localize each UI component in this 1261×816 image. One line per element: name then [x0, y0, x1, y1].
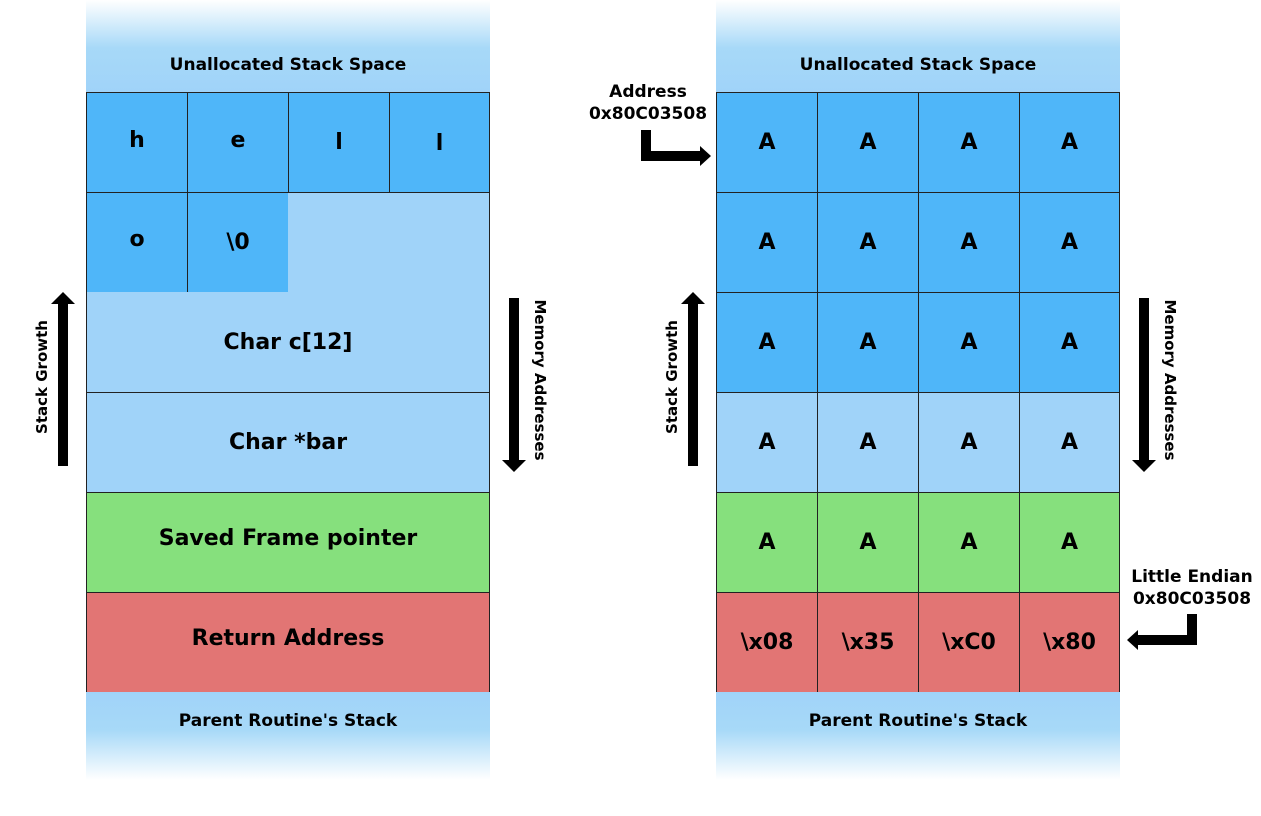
left-stack-diagram: Unallocated Stack Space h e l l o \0 Cha…: [86, 0, 490, 780]
address-annotation: Address 0x80C03508: [586, 81, 710, 125]
return-address: Return Address: [86, 592, 490, 693]
overflow-byte-cell: A: [817, 292, 919, 393]
address-value: 0x80C03508: [588, 104, 708, 124]
overflow-byte-cell: A: [918, 492, 1020, 593]
memory-addresses-label: Memory Addresses: [1161, 299, 1179, 461]
address-label: Address: [609, 82, 687, 102]
return-address-byte-cell: \x35: [817, 592, 919, 693]
return-address-byte-cell: \xC0: [918, 592, 1020, 693]
endian-pointer-arrow-icon: [1127, 614, 1197, 650]
parent-routine-stack: Parent Routine's Stack: [86, 692, 490, 780]
overflow-byte-cell: A: [716, 192, 818, 293]
endian-label: Little Endian: [1131, 567, 1253, 587]
return-address-byte-cell: \x08: [716, 592, 818, 693]
saved-frame-pointer: Saved Frame pointer: [86, 492, 490, 593]
overflow-byte-cell: A: [918, 192, 1020, 293]
buffer-unused-space: [288, 192, 490, 293]
overflow-byte-cell: A: [716, 492, 818, 593]
overflow-byte-cell: A: [1019, 92, 1120, 193]
buffer-byte-cell: l: [288, 92, 390, 193]
memory-addresses-arrow-icon: [1132, 298, 1156, 472]
unallocated-stack-space: Unallocated Stack Space: [86, 0, 490, 92]
memory-addresses-arrow-icon: [502, 298, 526, 472]
unallocated-stack-space: Unallocated Stack Space: [716, 0, 1120, 92]
stack-growth-label: Stack Growth: [663, 320, 681, 434]
overflow-byte-cell: A: [918, 92, 1020, 193]
char-c-buffer: Char c[12]: [86, 292, 490, 393]
buffer-byte-cell: o: [86, 192, 188, 293]
address-pointer-arrow-icon: [641, 130, 711, 166]
buffer-byte-cell: e: [187, 92, 289, 193]
overflow-byte-cell: A: [817, 492, 919, 593]
buffer-byte-cell: h: [86, 92, 188, 193]
endian-value: 0x80C03508: [1132, 589, 1252, 609]
overflow-byte-cell: A: [817, 392, 919, 493]
overflow-byte-cell: A: [817, 92, 919, 193]
overflow-byte-cell: A: [918, 392, 1020, 493]
overflow-byte-cell: A: [918, 292, 1020, 393]
stack-growth-label: Stack Growth: [33, 320, 51, 434]
buffer-byte-cell: \0: [187, 192, 289, 293]
overflow-byte-cell: A: [1019, 492, 1120, 593]
stack-growth-arrow-icon: [51, 292, 75, 466]
overflow-byte-cell: A: [817, 192, 919, 293]
stack-growth-arrow-icon: [681, 292, 705, 466]
overflow-byte-cell: A: [1019, 292, 1120, 393]
buffer-byte-cell: l: [389, 92, 490, 193]
memory-addresses-label: Memory Addresses: [531, 299, 549, 461]
overflow-byte-cell: A: [716, 92, 818, 193]
overflow-byte-cell: A: [1019, 392, 1120, 493]
return-address-byte-cell: \x80: [1019, 592, 1120, 693]
little-endian-annotation: Little Endian 0x80C03508: [1128, 566, 1256, 610]
overflow-byte-cell: A: [716, 392, 818, 493]
char-bar-pointer: Char *bar: [86, 392, 490, 493]
overflow-byte-cell: A: [716, 292, 818, 393]
overflow-byte-cell: A: [1019, 192, 1120, 293]
parent-routine-stack: Parent Routine's Stack: [716, 692, 1120, 780]
